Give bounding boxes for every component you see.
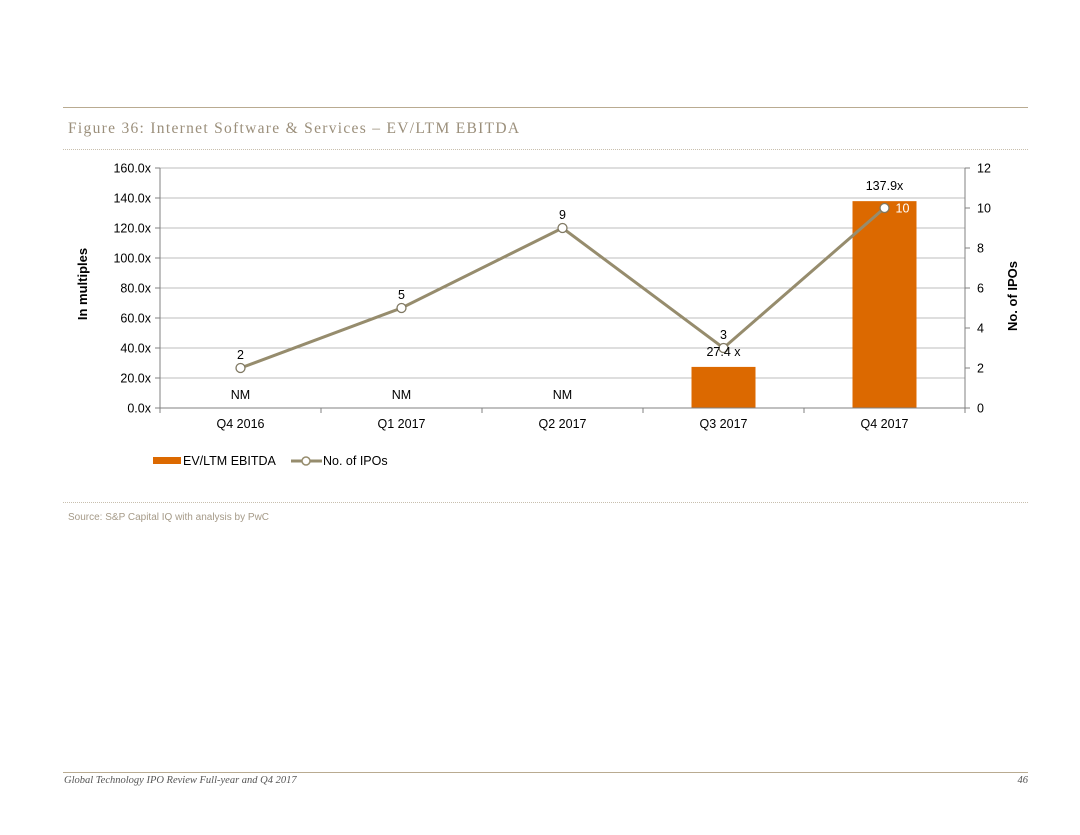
y2-tick-label: 12 (977, 162, 991, 176)
legend-label-bar: EV/LTM EBITDA (183, 454, 277, 468)
data-labels: NM NM NM 27.4 x 137.9x 2 5 9 3 10 (231, 179, 910, 402)
page-number: 46 (1017, 775, 1029, 786)
point-data-label: 9 (559, 208, 566, 222)
point-data-label: 5 (398, 288, 405, 302)
y2-tick-label: 0 (977, 402, 984, 416)
x-tick-label: Q3 2017 (700, 417, 748, 431)
bar-data-label: 137.9x (866, 179, 904, 193)
figure-title: Figure 36: Internet Software & Services … (68, 120, 521, 137)
y-tick-label: 20.0x (120, 372, 151, 386)
y-axis-label: In multiples (75, 248, 90, 320)
bar-data-label: 27.4 x (706, 345, 741, 359)
bar-data-label: NM (231, 388, 250, 402)
ipo-line (235, 202, 890, 374)
bars (691, 201, 917, 408)
legend-label-line: No. of IPOs (323, 454, 388, 468)
y-tick-label: 100.0x (113, 252, 151, 266)
bar-data-label: NM (392, 388, 411, 402)
footer-title: Global Technology IPO Review Full-year a… (64, 775, 297, 786)
source-note: Source: S&P Capital IQ with analysis by … (68, 512, 270, 523)
y-tick-label: 0.0x (127, 402, 151, 416)
legend-swatch-marker (301, 456, 311, 466)
gridlines (160, 167, 965, 379)
y2-tick-label: 8 (977, 242, 984, 256)
title-divider (63, 149, 1028, 150)
y2-tick-label: 4 (977, 322, 984, 336)
y-tick-label: 80.0x (120, 282, 151, 296)
axes (155, 167, 970, 413)
y-tick-label: 40.0x (120, 342, 151, 356)
line-point (235, 362, 246, 374)
x-tick-label: Q4 2017 (861, 417, 909, 431)
point-data-label: 2 (237, 348, 244, 362)
y2-tick-label: 2 (977, 362, 984, 376)
y-tick-label: 140.0x (113, 192, 151, 206)
bar (691, 366, 756, 408)
y-tick-label: 160.0x (113, 162, 151, 176)
chart: NM NM NM 27.4 x 137.9x 2 5 9 3 10 0.0x 20.0x 40.0x 6… (75, 162, 1020, 469)
y2-tick-label: 6 (977, 282, 984, 296)
tick-labels: 0.0x 20.0x 40.0x 60.0x 80.0x 100.0x 120.0x 140.… (113, 162, 990, 432)
line-point (879, 202, 890, 214)
legend: EV/LTM EBITDA No. of IPOs (153, 454, 388, 468)
point-data-label: 10 (896, 202, 910, 216)
line-point (718, 342, 729, 354)
legend-swatch-bar (153, 457, 181, 464)
y-tick-label: 60.0x (120, 312, 151, 326)
x-tick-label: Q1 2017 (378, 417, 426, 431)
y2-axis-label: No. of IPOs (1005, 261, 1020, 331)
bar (852, 201, 917, 408)
line-point (396, 302, 407, 314)
top-rule (63, 107, 1028, 108)
bottom-rule (63, 772, 1028, 773)
point-data-label: 3 (720, 328, 727, 342)
bar-data-label: NM (553, 388, 572, 402)
x-tick-label: Q2 2017 (539, 417, 587, 431)
line-point (557, 222, 568, 234)
y-tick-label: 120.0x (113, 222, 151, 236)
y2-tick-label: 10 (977, 202, 991, 216)
x-tick-label: Q4 2016 (217, 417, 265, 431)
source-divider (63, 502, 1028, 503)
